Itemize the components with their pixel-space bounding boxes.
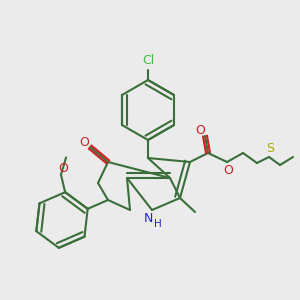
Text: O: O — [58, 162, 68, 175]
Text: O: O — [195, 124, 205, 137]
Text: O: O — [79, 136, 89, 149]
Text: O: O — [223, 164, 233, 176]
Text: H: H — [154, 219, 162, 229]
Text: N: N — [143, 212, 153, 224]
Text: Cl: Cl — [142, 55, 154, 68]
Text: S: S — [266, 142, 274, 155]
